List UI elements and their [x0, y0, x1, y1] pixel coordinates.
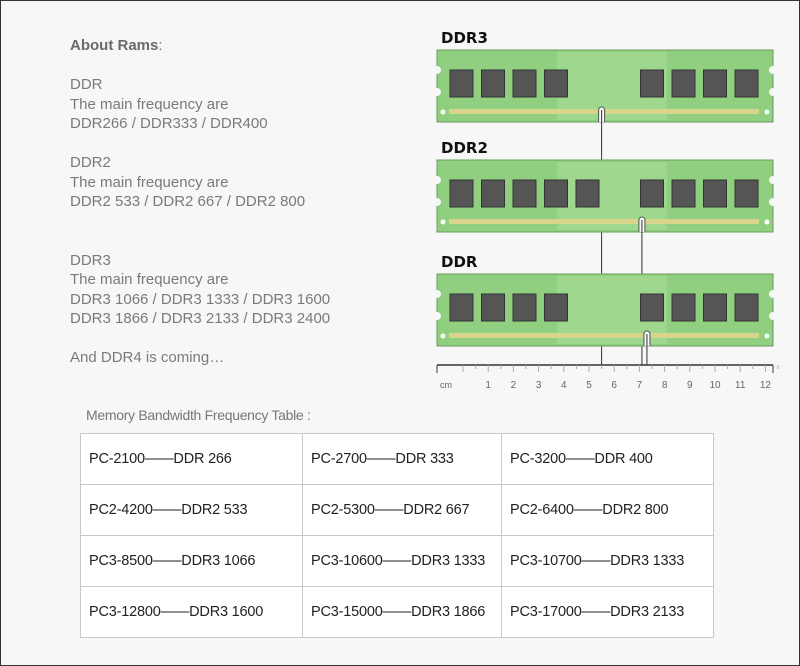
- memory-chip: [734, 69, 759, 98]
- ruler-label: 6: [611, 380, 617, 391]
- bandwidth-table: PC-2100——DDR 266 PC-2700——DDR 333 PC-3200—…: [80, 433, 714, 638]
- table-cell: PC3-10700——DDR3 1333: [501, 535, 714, 587]
- module-label: DDR3: [441, 29, 488, 47]
- mount-hole: [440, 109, 446, 115]
- side-notch: [433, 290, 441, 298]
- memory-chip: [544, 69, 568, 98]
- table-cell: PC-3200——DDR 400: [501, 433, 714, 485]
- contact-pins: [605, 109, 759, 114]
- memory-chip: [703, 293, 727, 322]
- contact-pins: [449, 109, 598, 114]
- mount-hole: [764, 333, 770, 339]
- ruler-label: 1: [485, 380, 491, 391]
- section-ddr2: DDR2 The main frequency are DDR2 533 / D…: [70, 154, 306, 210]
- ram-module-ddr3: DDR3: [433, 29, 777, 365]
- memory-chip: [512, 69, 537, 98]
- side-notch: [433, 198, 441, 206]
- contact-pins: [645, 219, 759, 224]
- memory-chip: [481, 69, 505, 98]
- memory-chip: [703, 179, 727, 208]
- ruler-label: 8: [662, 380, 668, 391]
- memory-chip: [449, 293, 474, 322]
- module-label: DDR2: [441, 139, 488, 157]
- ruler-label: 4: [561, 380, 567, 391]
- table-row: PC-2100——DDR 266 PC-2700——DDR 333 PC-3200—…: [80, 433, 714, 485]
- table-row: PC3-8500——DDR3 1066 PC3-10600——DDR3 1333 P…: [80, 535, 714, 587]
- memory-chip: [544, 293, 568, 322]
- ram-comparison-diagram: DDR3DDR2DDRcm12345678910111213: [433, 29, 779, 391]
- ruler-label: 10: [709, 380, 721, 391]
- module-label: DDR: [441, 253, 478, 271]
- mount-hole: [440, 219, 446, 225]
- table-cell: PC2-4200——DDR2 533: [80, 484, 303, 536]
- memory-chip: [481, 293, 505, 322]
- memory-chip: [449, 69, 474, 98]
- ram-module-ddr2: DDR2: [433, 139, 777, 365]
- table-cell: PC2-5300——DDR2 667: [302, 484, 502, 536]
- side-notch: [769, 198, 777, 206]
- side-notch: [433, 66, 441, 74]
- memory-chip: [512, 293, 537, 322]
- side-notch: [769, 88, 777, 96]
- side-notch: [769, 176, 777, 184]
- table-caption: Memory Bandwidth Frequency Table :: [86, 407, 311, 423]
- memory-chip: [671, 69, 696, 98]
- ruler-label: 11: [735, 380, 746, 391]
- contact-pins: [449, 219, 638, 224]
- memory-chip: [449, 179, 474, 208]
- section-ddr: DDR The main frequency are DDR266 / DDR3…: [70, 76, 268, 132]
- table-cell: PC3-12800——DDR3 1600: [80, 586, 303, 638]
- ruler-unit: cm: [440, 380, 452, 390]
- contact-pins: [650, 333, 759, 338]
- mount-hole: [440, 333, 446, 339]
- memory-chip: [575, 179, 600, 208]
- ram-module-ddr: DDR: [433, 253, 777, 365]
- side-notch: [433, 312, 441, 320]
- table-cell: PC3-10600——DDR3 1333: [302, 535, 502, 587]
- side-notch: [769, 312, 777, 320]
- table-cell: PC3-17000——DDR3 2133: [501, 586, 714, 638]
- side-notch: [769, 66, 777, 74]
- memory-chip: [544, 179, 568, 208]
- memory-chip: [640, 179, 664, 208]
- ruler-label: 12: [760, 380, 772, 391]
- mount-hole: [764, 219, 770, 225]
- memory-chip: [734, 293, 759, 322]
- table-row: PC2-4200——DDR2 533 PC2-5300——DDR2 667 PC2-…: [80, 484, 714, 536]
- memory-chip: [640, 69, 664, 98]
- ddr4-note: And DDR4 is coming…: [70, 349, 225, 366]
- memory-chip: [703, 69, 727, 98]
- about-rams-text: About Rams: DDR The main frequency are D…: [70, 36, 330, 368]
- table-row: PC3-12800——DDR3 1600 PC3-15000——DDR3 1866…: [80, 586, 714, 638]
- memory-chip: [671, 179, 696, 208]
- memory-chip: [640, 293, 664, 322]
- mount-hole: [764, 109, 770, 115]
- side-notch: [433, 176, 441, 184]
- memory-chip: [734, 179, 759, 208]
- ruler-label: 5: [586, 380, 592, 391]
- table-cell: PC3-8500——DDR3 1066: [80, 535, 303, 587]
- memory-chip: [481, 179, 505, 208]
- ruler-label: 2: [511, 380, 517, 391]
- ruler-label: 9: [687, 380, 693, 391]
- contact-pins: [449, 333, 643, 338]
- memory-chip: [671, 293, 696, 322]
- table-cell: PC-2100——DDR 266: [80, 433, 303, 485]
- ruler-label: 7: [637, 380, 643, 391]
- table-cell: PC2-6400——DDR2 800: [501, 484, 714, 536]
- side-notch: [769, 290, 777, 298]
- side-notch: [433, 88, 441, 96]
- about-heading: About Rams:: [70, 37, 163, 54]
- section-ddr3: DDR3 The main frequency are DDR3 1066 / …: [70, 251, 331, 328]
- table-cell: PC3-15000——DDR3 1866: [302, 586, 502, 638]
- ruler-label: 3: [536, 380, 542, 391]
- memory-chip: [512, 179, 537, 208]
- table-cell: PC-2700——DDR 333: [302, 433, 502, 485]
